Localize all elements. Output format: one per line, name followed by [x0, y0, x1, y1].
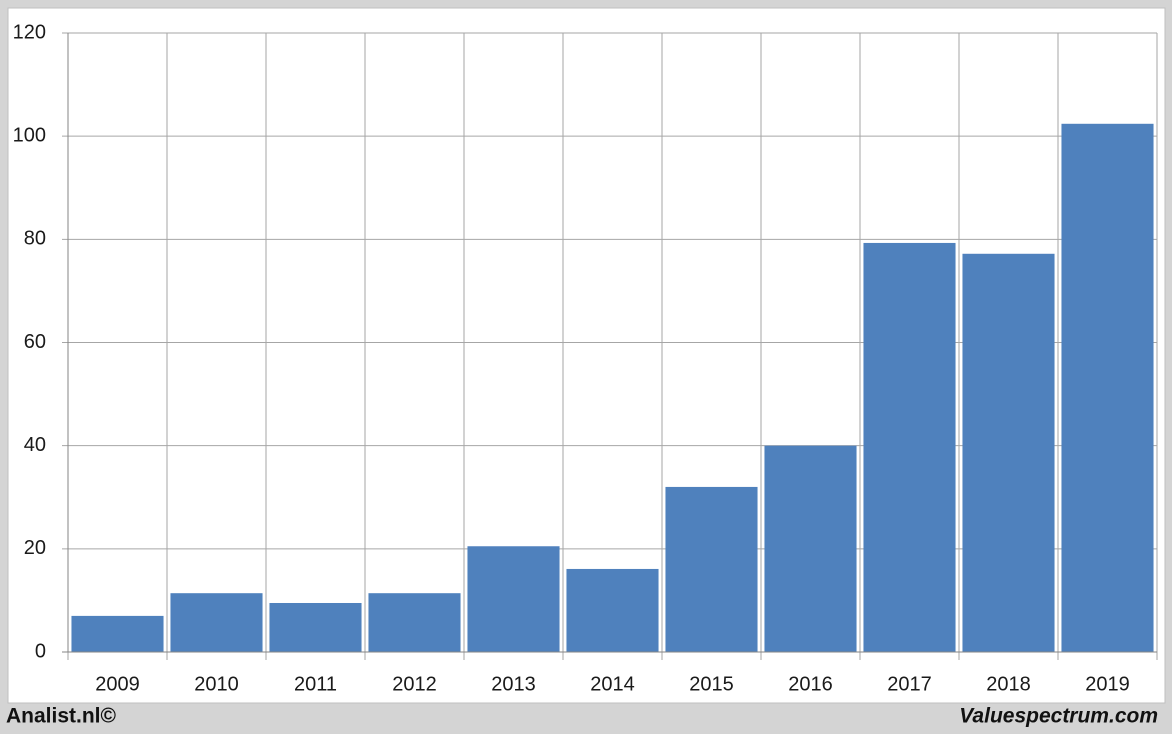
bar [467, 546, 560, 652]
x-tick-label: 2010 [194, 673, 239, 695]
x-tick-label: 2014 [590, 673, 635, 695]
bar [764, 445, 857, 652]
x-tick-label: 2011 [294, 673, 337, 695]
bar [71, 615, 164, 652]
bar [1061, 123, 1154, 652]
y-tick-label: 0 [35, 640, 46, 662]
x-tick-label: 2016 [788, 673, 833, 695]
bar [170, 593, 263, 652]
x-tick-label: 2009 [95, 673, 140, 695]
x-tick-label: 2012 [392, 673, 437, 695]
bar [962, 253, 1055, 652]
y-tick-label: 120 [13, 21, 46, 43]
y-tick-label: 40 [24, 434, 46, 456]
footer-right: Valuespectrum.com [959, 705, 1158, 728]
bar [269, 602, 362, 652]
y-tick-label: 80 [24, 228, 46, 250]
x-tick-label: 2015 [689, 673, 734, 695]
bar [566, 568, 659, 652]
bar [665, 486, 758, 652]
bar [368, 593, 461, 652]
x-tick-label: 2019 [1085, 673, 1130, 695]
x-tick-label: 2013 [491, 673, 536, 695]
footer-left: Analist.nl© [6, 705, 117, 728]
bar [863, 242, 956, 653]
y-tick-label: 60 [24, 331, 46, 353]
y-tick-label: 20 [24, 537, 46, 559]
x-tick-label: 2018 [986, 673, 1031, 695]
y-tick-label: 100 [13, 124, 46, 146]
x-tick-label: 2017 [887, 673, 932, 695]
